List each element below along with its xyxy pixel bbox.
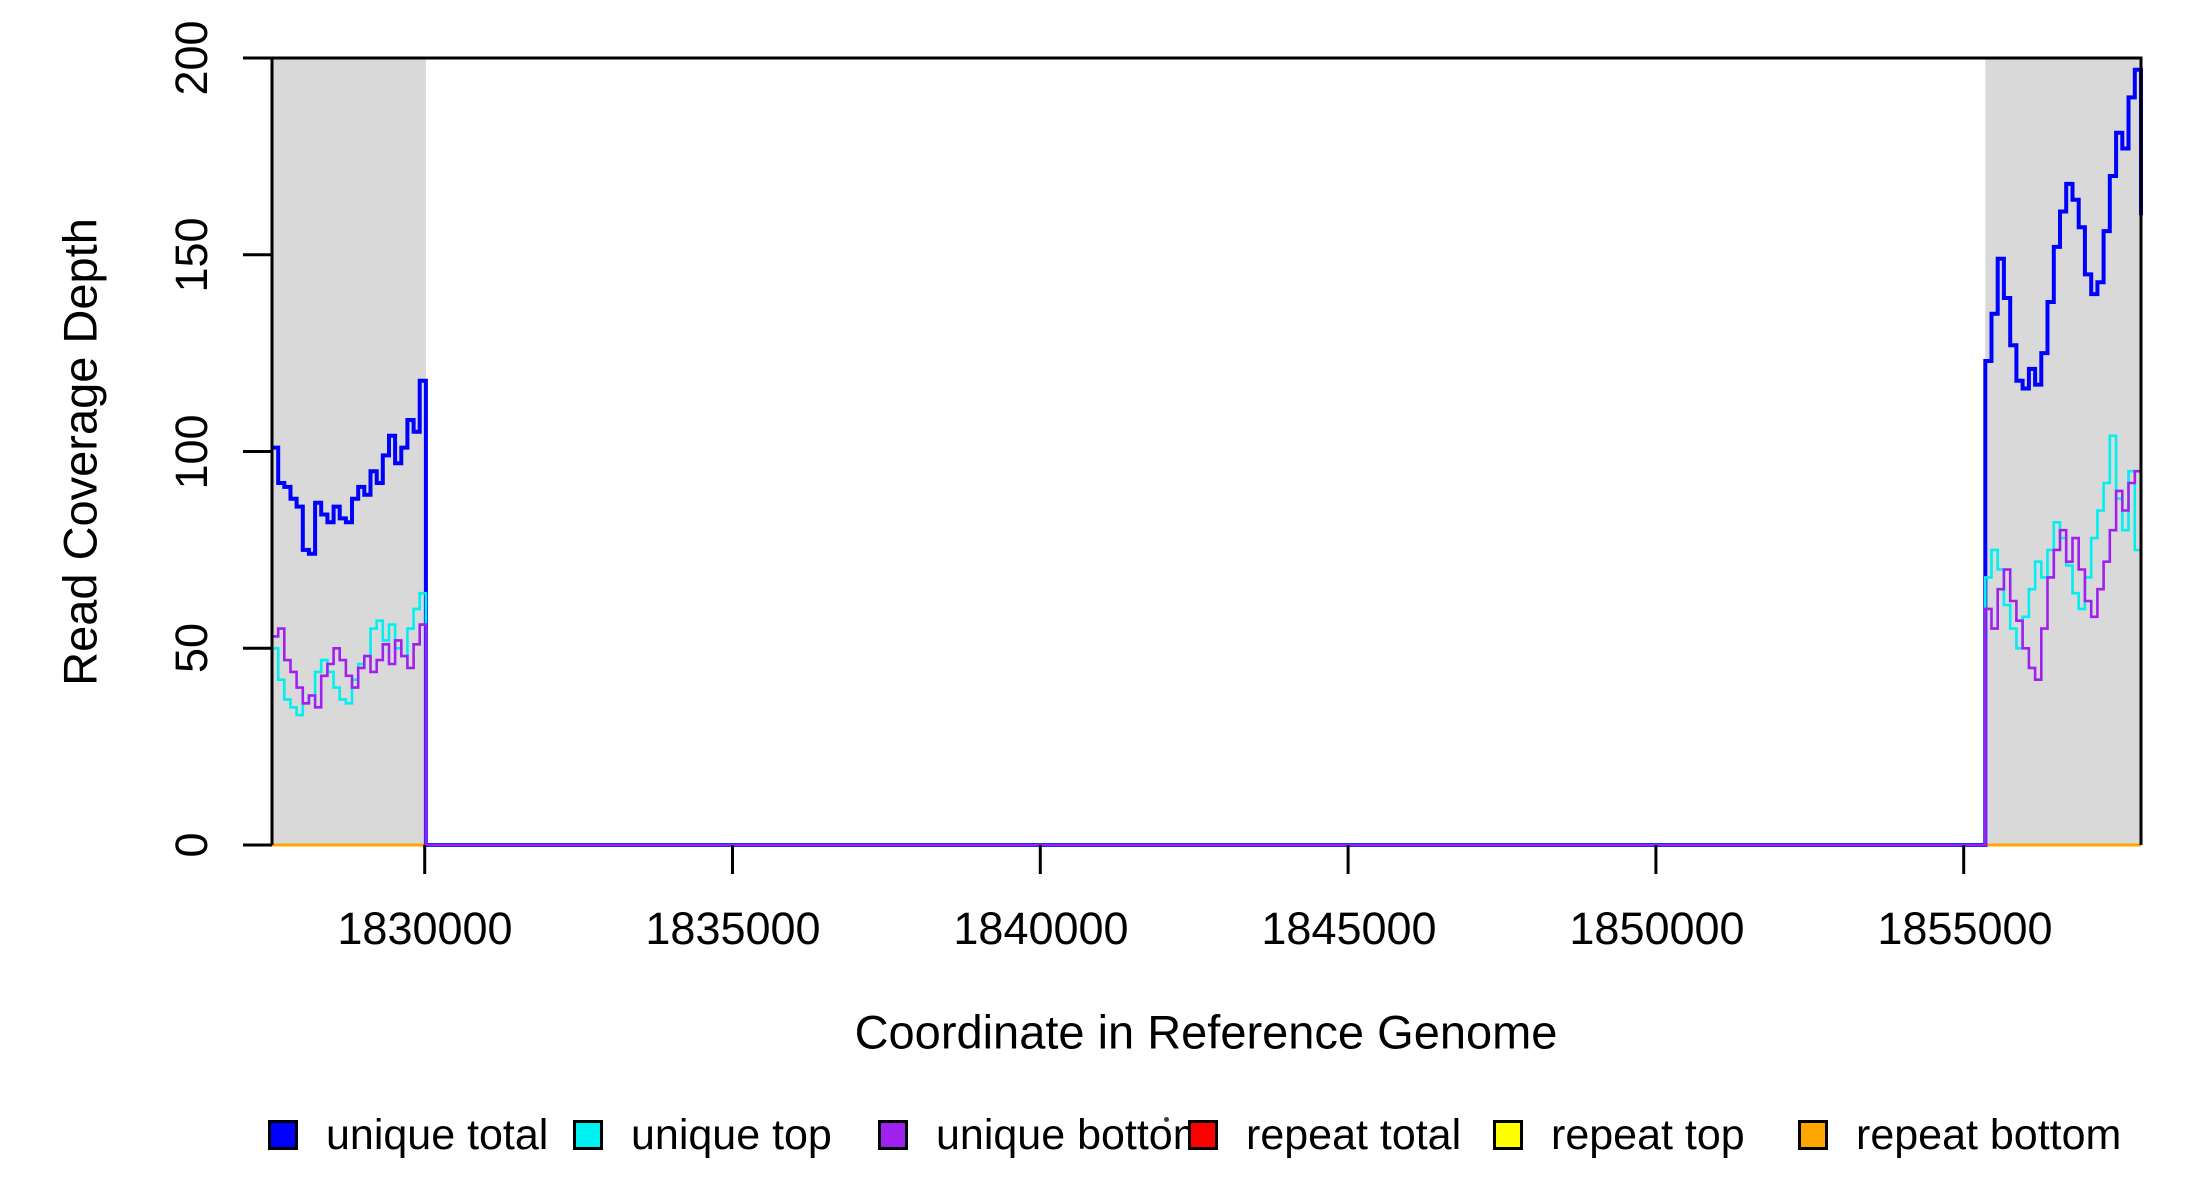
x-tick-label-1830000: 1830000 — [337, 903, 513, 954]
legend-item-repeat-total: repeat total — [1188, 1111, 1462, 1159]
legend-swatch-repeat-bottom — [1798, 1120, 1828, 1150]
legend-item-repeat-bottom: repeat bottom — [1798, 1111, 2122, 1159]
y-tick-label-200: 200 — [166, 20, 217, 96]
series-unique-total-line — [272, 67, 2143, 847]
legend-label-unique-top: unique top — [631, 1111, 832, 1159]
legend-swatch-repeat-top — [1493, 1120, 1523, 1150]
series-unique-bottom-line — [272, 469, 2141, 847]
x-tick-label-1850000: 1850000 — [1569, 903, 1745, 954]
legend-label-unique-bottom: unique bottom — [936, 1111, 1209, 1159]
plot-box — [270, 56, 2143, 845]
y-tick-label-0: 0 — [166, 832, 217, 858]
legend-swatch-unique-bottom — [878, 1120, 908, 1150]
y-tick-label-50: 50 — [166, 622, 217, 674]
y-axis-title: Read Coverage Depth — [53, 218, 107, 686]
legend-swatch-unique-top — [573, 1120, 603, 1150]
y-tick-label-150: 150 — [166, 217, 217, 293]
legend-item-unique-top: unique top — [573, 1111, 832, 1159]
legend-label-repeat-bottom: repeat bottom — [1856, 1111, 2122, 1159]
x-tick-label-1835000: 1835000 — [645, 903, 821, 954]
stray-dot — [1164, 1117, 1169, 1122]
x-tick-label-1855000: 1855000 — [1877, 903, 2053, 954]
x-tick-label-1840000: 1840000 — [953, 903, 1129, 954]
x-axis-title: Coordinate in Reference Genome — [854, 1005, 1558, 1059]
legend-item-unique-total: unique total — [268, 1111, 549, 1159]
y-tick-label-100: 100 — [166, 414, 217, 490]
legend-swatch-repeat-total — [1188, 1120, 1218, 1150]
legend-label-repeat-top: repeat top — [1551, 1111, 1745, 1159]
x-tick-label-1845000: 1845000 — [1261, 903, 1437, 954]
legend-item-unique-bottom: unique bottom — [878, 1111, 1209, 1159]
legend-item-repeat-top: repeat top — [1493, 1111, 1745, 1159]
legend-swatch-unique-total — [268, 1120, 298, 1150]
series-unique-top-line — [272, 434, 2141, 847]
legend-label-repeat-total: repeat total — [1246, 1111, 1462, 1159]
legend-label-unique-total: unique total — [326, 1111, 549, 1159]
